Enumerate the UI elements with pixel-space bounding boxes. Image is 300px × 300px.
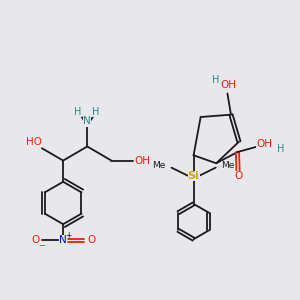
Text: Me: Me: [152, 161, 166, 170]
Text: O: O: [87, 236, 95, 245]
Text: H: H: [212, 75, 219, 85]
Text: Me: Me: [222, 161, 235, 170]
Text: H: H: [155, 161, 163, 171]
Text: OH: OH: [256, 139, 272, 149]
Text: N: N: [59, 236, 67, 245]
Text: H: H: [74, 107, 82, 117]
Text: N: N: [83, 116, 91, 126]
Text: −: −: [38, 241, 45, 250]
Text: H: H: [277, 143, 285, 154]
Text: Si: Si: [188, 171, 200, 181]
Text: OH: OH: [134, 156, 150, 166]
Text: HO: HO: [26, 137, 42, 147]
Text: O: O: [31, 236, 39, 245]
Text: +: +: [65, 231, 72, 240]
Text: O: O: [234, 171, 242, 181]
Text: H: H: [92, 107, 100, 117]
Text: OH: OH: [220, 80, 236, 90]
